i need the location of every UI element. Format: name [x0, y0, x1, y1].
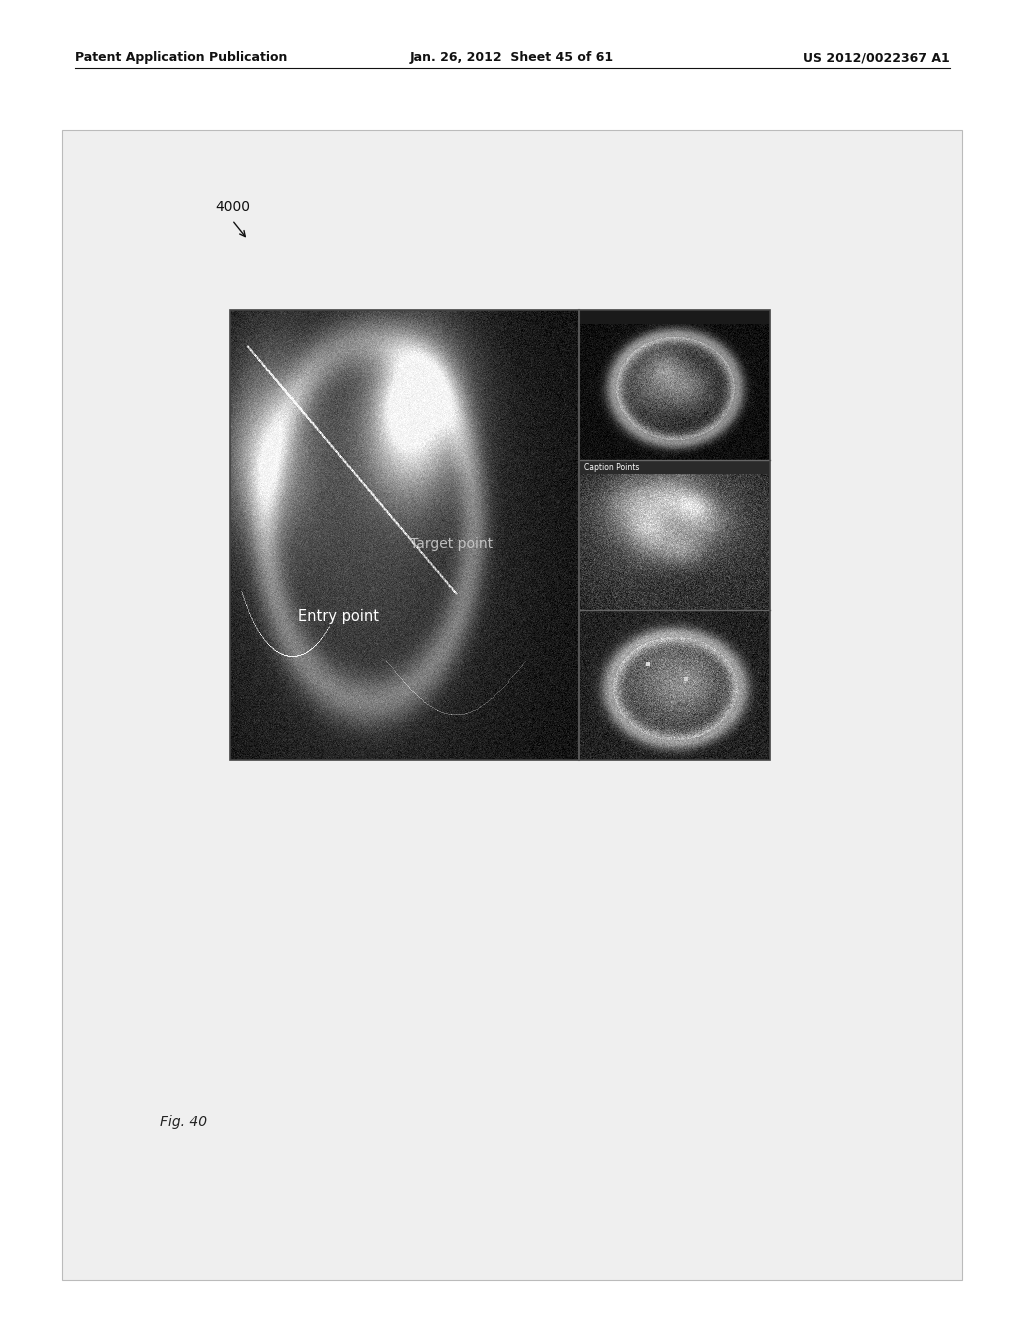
Text: Jan. 26, 2012  Sheet 45 of 61: Jan. 26, 2012 Sheet 45 of 61: [410, 51, 614, 65]
Text: 4000: 4000: [215, 201, 250, 214]
Bar: [230, 310, 770, 760]
Text: Entry point: Entry point: [298, 609, 379, 623]
Text: US 2012/0022367 A1: US 2012/0022367 A1: [803, 51, 950, 65]
Text: Fig. 40: Fig. 40: [160, 1115, 207, 1129]
Text: Target point: Target point: [410, 537, 494, 550]
Bar: [62, 129, 962, 1280]
Text: Patent Application Publication: Patent Application Publication: [75, 51, 288, 65]
Bar: [580, 459, 770, 474]
Bar: [580, 310, 770, 323]
Text: Caption Points: Caption Points: [584, 462, 639, 471]
